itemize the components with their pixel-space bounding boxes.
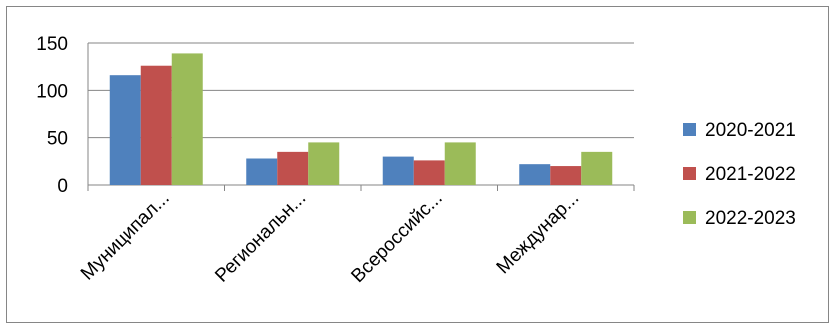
bar-2020-2021-0 — [109, 75, 141, 185]
y-tick-label: 150 — [36, 34, 68, 55]
legend-label: 2020-2021 — [705, 120, 796, 141]
bar-2021-2022-0 — [140, 65, 172, 185]
bar-2020-2021-3 — [519, 164, 551, 185]
category-label: Всероссийс... — [347, 188, 446, 287]
bar-2021-2022-1 — [277, 151, 309, 185]
bar-2022-2023-0 — [171, 53, 203, 186]
bar-2020-2021-1 — [246, 158, 278, 185]
y-tick-label: 50 — [47, 129, 68, 150]
category-label: Междунар... — [493, 188, 584, 279]
legend-label: 2022-2023 — [705, 208, 796, 229]
y-tick-label: 0 — [57, 176, 68, 197]
bar-2021-2022-3 — [550, 166, 582, 185]
bar-2022-2023-3 — [581, 151, 613, 185]
legend-swatch — [683, 211, 696, 224]
bar-2021-2022-2 — [413, 160, 445, 185]
y-tick-label: 100 — [36, 81, 68, 102]
legend-swatch — [683, 123, 696, 136]
bar-2022-2023-2 — [444, 142, 476, 185]
category-label: Региональн... — [211, 188, 310, 287]
legend-swatch — [683, 167, 696, 180]
bar-2020-2021-2 — [382, 156, 414, 185]
bar-2022-2023-1 — [308, 142, 340, 185]
category-label: Муниципал... — [77, 188, 174, 285]
legend-label: 2021-2022 — [705, 164, 796, 185]
